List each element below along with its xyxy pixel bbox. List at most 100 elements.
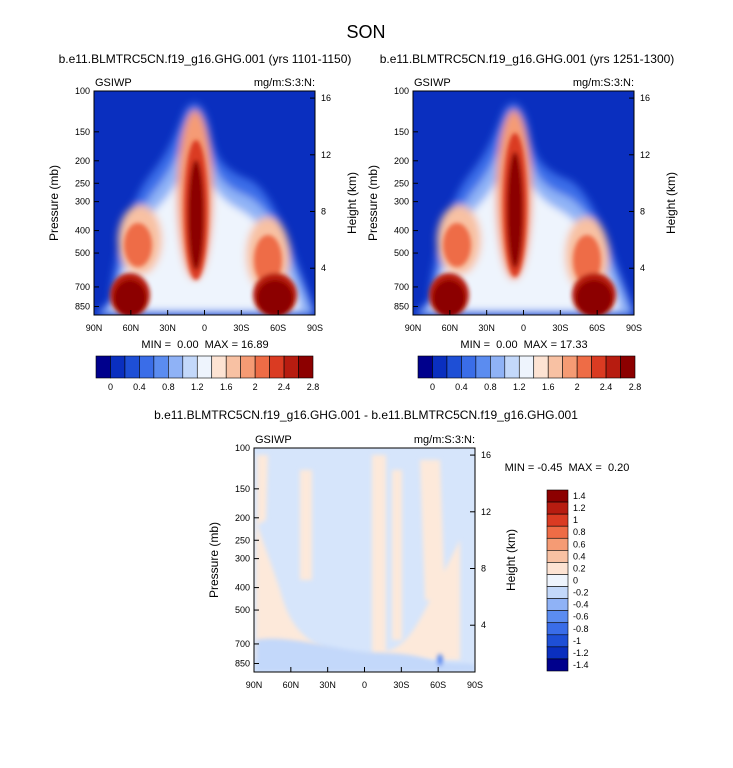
colorbar-swatch [546,489,569,503]
y-tick-label: 200 [235,513,250,523]
panel-1-stats: MIN = 0.00 MAX = 16.89 [141,339,268,351]
colorbar-label: -1.4 [573,660,589,670]
y-tick-label: 100 [235,443,250,453]
colorbar-label: 2.8 [307,382,320,392]
y-right-tick-label: 4 [321,263,326,273]
x-tick-label: 60S [430,680,446,690]
y-tick-label: 850 [75,301,90,311]
x-tick-label: 0 [362,680,367,690]
colorbar-label: 0.4 [573,551,586,561]
y-right-tick-label: 16 [321,93,331,103]
colorbar-swatch [591,355,607,379]
colorbar-swatch [546,574,569,587]
panel-3-title: b.e11.BLMTRC5CN.f19_g16.GHG.001 - b.e11.… [154,408,578,422]
colorbar-swatch [562,355,578,379]
colorbar-label: 0 [108,382,113,392]
colorbar-swatch [240,355,256,379]
y-tick-label: 500 [394,248,409,258]
colorbar-swatch [546,562,569,575]
colorbar-swatch [546,525,569,539]
colorbar-label: 2.4 [278,382,291,392]
y-tick-label: 200 [75,156,90,166]
y-tick-label: 250 [394,178,409,188]
panel-3-axes: 90N 60N 30N 0 30S 60S 90S 100 150 200 250 300 400 500… [235,443,491,690]
panel-2-field [413,91,634,315]
colorbar-swatch [546,537,569,551]
panel-2-ylabel: Pressure (mb) [366,165,380,241]
x-tick-label: 30N [319,680,336,690]
colorbar-swatch [446,355,462,379]
y-tick-label: 700 [235,639,250,649]
colorbar-swatch [546,586,569,599]
x-tick-label: 0 [521,323,526,333]
x-tick-label: 60N [283,680,300,690]
panel-1-ylabel-right: Height (km) [345,172,359,234]
x-tick-label: 30N [159,323,176,333]
y-right-tick-label: 8 [321,207,326,217]
colorbar-swatch [139,355,155,379]
colorbar-label: 0 [430,382,435,392]
y-tick-label: 300 [235,554,250,564]
colorbar-swatch [254,355,270,379]
colorbar-label: -0.8 [573,624,589,634]
colorbar-label: 1.2 [573,503,586,513]
colorbar-swatch [518,355,535,379]
colorbar-swatch [475,355,491,379]
panel-2-right-label: mg/m:S:3:N: [573,77,634,89]
y-tick-label: 400 [394,226,409,236]
panel-1-axes: 90N 60N 30N 0 30S 60S 90S 100 150 200 250 300 400 500… [75,86,331,333]
x-tick-label: 30S [233,323,249,333]
y-tick-label: 850 [235,658,250,668]
x-tick-label: 60N [123,323,140,333]
panel-1-field [94,91,315,315]
colorbar-label: 1.2 [191,382,204,392]
colorbar-swatch [546,646,569,660]
colorbar-swatch [461,355,477,379]
y-right-tick-label: 4 [481,620,486,630]
y-tick-label: 150 [75,127,90,137]
colorbar-swatch [153,355,169,379]
y-tick-label: 400 [75,226,90,236]
colorbar-label: 0.6 [573,539,586,549]
colorbar-swatch [576,355,592,379]
y-right-tick-label: 8 [640,207,645,217]
colorbar-label: 0.4 [455,382,468,392]
x-tick-label: 90N [86,323,103,333]
x-tick-label: 60S [589,323,605,333]
y-right-tick-label: 16 [640,93,650,103]
colorbar-swatch [168,355,184,379]
panel-2-title: b.e11.BLMTRC5CN.f19_g16.GHG.001 (yrs 125… [380,52,675,66]
panel-3: b.e11.BLMTRC5CN.f19_g16.GHG.001 - b.e11.… [154,408,629,690]
colorbar-swatch [546,658,569,672]
x-tick-label: 30S [393,680,409,690]
colorbar-label: 1.2 [513,382,526,392]
colorbar-label: -0.6 [573,612,589,622]
colorbar-label: 0.8 [162,382,175,392]
colorbar-label: 2.8 [629,382,642,392]
panel-3-left-label: GSIWP [255,434,292,446]
y-right-tick-label: 12 [321,150,331,160]
y-tick-label: 150 [394,127,409,137]
panel-3-colorbar: 1.4 1.2 1 0.8 0.6 0.4 0.2 0 -0.2 -0.4 -0.6 -0.8 -1 -1… [546,489,589,672]
panel-3-ylabel: Pressure (mb) [207,522,221,598]
colorbar-swatch [546,501,569,515]
colorbar-label: 0.8 [484,382,497,392]
colorbar-swatch [605,355,621,379]
panel-1-left-label: GSIWP [95,77,132,89]
colorbar-swatch [417,355,433,379]
y-tick-label: 500 [75,248,90,258]
colorbar-swatch [211,355,227,379]
colorbar-swatch [432,355,448,379]
colorbar-swatch [546,610,569,624]
colorbar-swatch [546,634,569,648]
colorbar-label: -0.2 [573,588,589,598]
panel-2-colorbar: 0 0.4 0.8 1.2 1.6 2 2.4 2.8 [417,355,642,392]
panel-1-title: b.e11.BLMTRC5CN.f19_g16.GHG.001 (yrs 110… [59,52,352,66]
colorbar-label: 0.4 [133,382,146,392]
x-tick-label: 90S [467,680,483,690]
x-tick-label: 0 [202,323,207,333]
colorbar-swatch [504,355,520,379]
y-tick-label: 300 [75,197,90,207]
